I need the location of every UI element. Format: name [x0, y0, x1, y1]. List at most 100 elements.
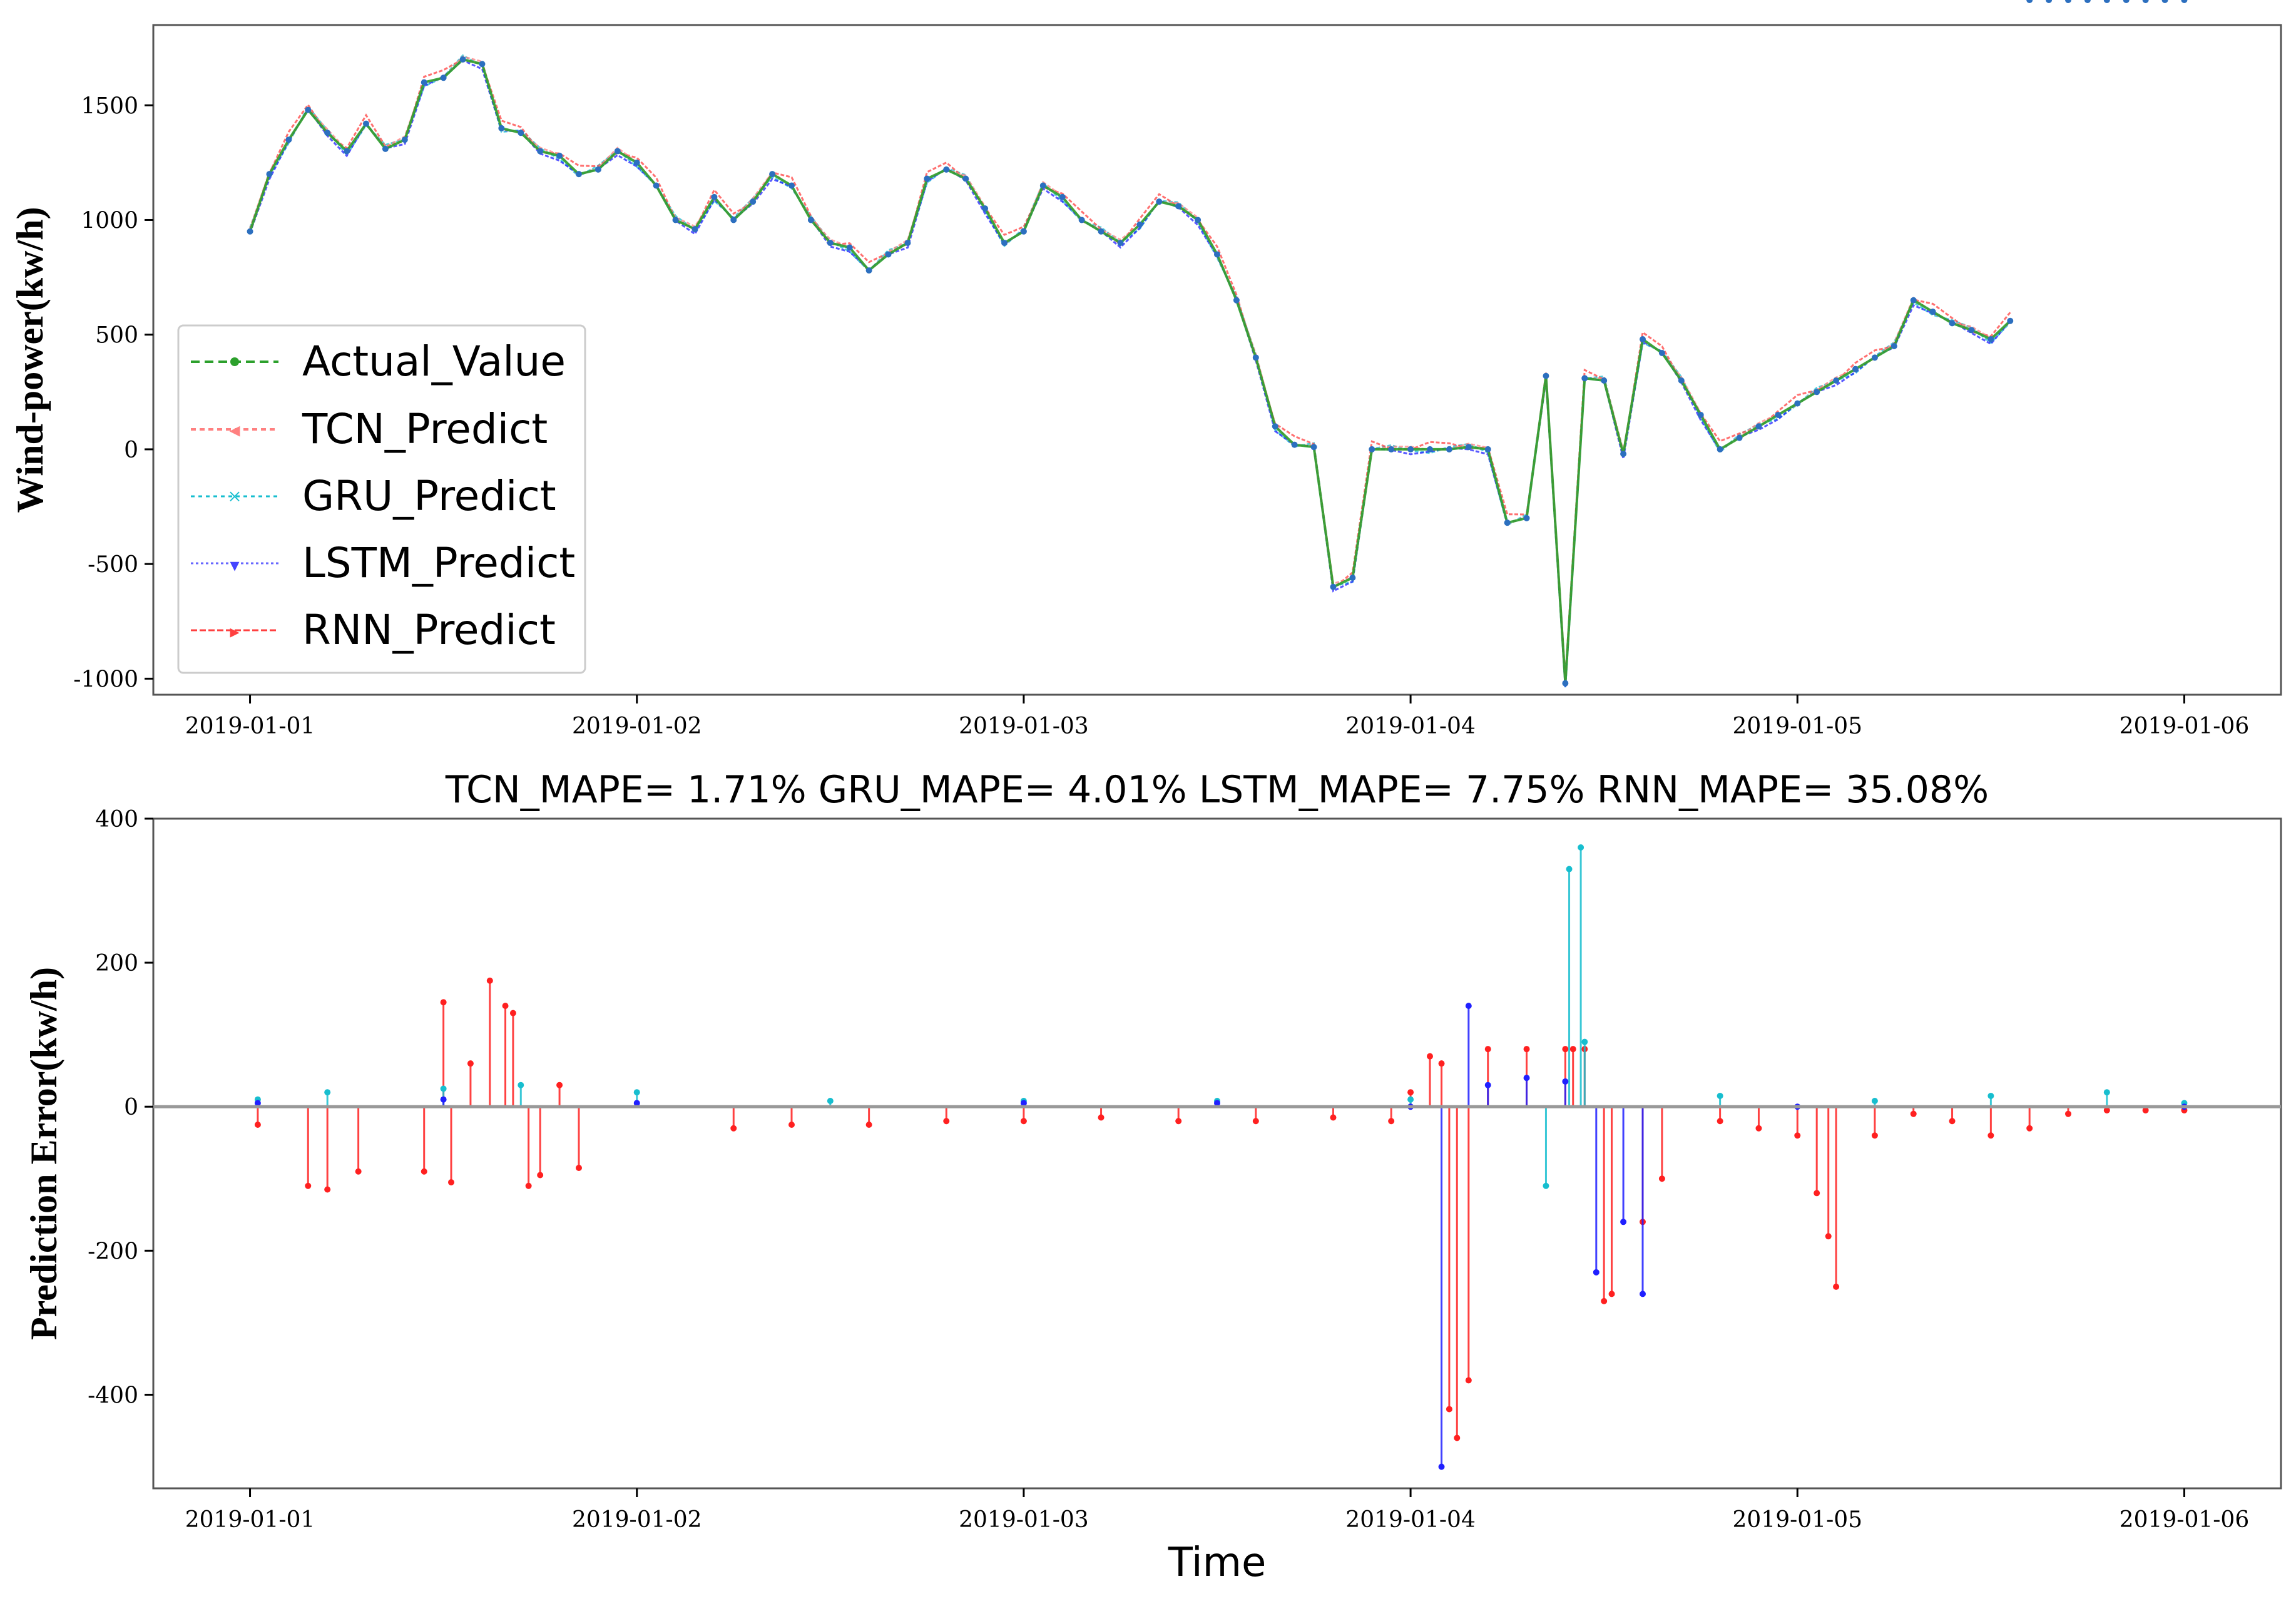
actual-point [1852, 366, 1859, 372]
top-series-lines [247, 0, 2188, 688]
error-point-rnn-error [421, 1168, 427, 1175]
legend-item-gru: × GRU_Predict [191, 472, 556, 520]
actual-point [594, 166, 601, 173]
bottom-ytick-label: -200 [88, 1239, 138, 1264]
error-point-rnn-error [1020, 1118, 1027, 1125]
actual-point [1388, 446, 1395, 453]
error-point-rnn-error [556, 1082, 563, 1088]
actual-point [1175, 203, 1182, 210]
actual-point [1910, 297, 1917, 304]
error-point-gru-error [1581, 1038, 1588, 1045]
top-xtick-label: 2019-01-06 [2120, 714, 2250, 739]
x-axis-title: Time [1168, 1540, 1267, 1586]
series-line-actual-value [248, 58, 2011, 683]
error-point-rnn-error [1454, 1435, 1461, 1441]
error-point-lstm-error [254, 1100, 261, 1107]
actual-point [285, 136, 292, 143]
actual-point [1059, 193, 1066, 200]
actual-point [1484, 446, 1491, 453]
top-axes-frame [152, 24, 2282, 696]
error-point-lstm-error [1640, 1291, 1646, 1297]
legend-item-rnn: ▸ RNN_Predict [191, 606, 556, 654]
actual-point [247, 228, 253, 235]
actual-point [633, 159, 640, 166]
actual-point [1717, 446, 1723, 453]
error-point-rnn-error [1388, 1118, 1395, 1125]
actual-point [1291, 441, 1298, 448]
error-point-rnn-error [467, 1060, 474, 1067]
actual-point [1504, 519, 1511, 526]
error-point-rnn-error [254, 1121, 261, 1128]
error-point-lstm-error [440, 1096, 447, 1103]
error-point-lstm-error [1620, 1219, 1627, 1225]
bottom-xtick-label: 2019-01-02 [572, 1507, 702, 1533]
actual-point [2065, 0, 2071, 3]
error-point-rnn-error [1949, 1118, 1956, 1125]
actual-point [788, 182, 795, 189]
actual-point [2142, 0, 2149, 3]
error-point-rnn-error [537, 1172, 544, 1179]
actual-point [962, 175, 969, 182]
error-point-lstm-error [1020, 1100, 1027, 1107]
actual-point [807, 217, 814, 223]
actual-point [1640, 336, 1646, 343]
error-point-rnn-error [1825, 1233, 1832, 1240]
error-point-gru-error [1871, 1098, 1878, 1105]
actual-point [363, 120, 369, 127]
actual-point [1697, 411, 1704, 418]
error-point-rnn-error [1608, 1291, 1615, 1297]
actual-point [672, 217, 679, 223]
top-ytick-label: 500 [95, 323, 138, 349]
legend-marker-tcn: ◂ [229, 419, 240, 442]
error-point-lstm-error [1523, 1075, 1530, 1082]
bottom-error-stems [254, 844, 2188, 1470]
bottom-xtick-label: 2019-01-04 [1345, 1507, 1476, 1533]
actual-point [1465, 444, 1472, 451]
error-point-rnn-error [1175, 1118, 1182, 1125]
error-point-lstm-error [1484, 1082, 1491, 1088]
legend-marker-gru: × [228, 484, 241, 510]
bottom-xtick-label: 2019-01-05 [1732, 1507, 1862, 1533]
error-point-rnn-error [305, 1182, 312, 1189]
error-point-rnn-error [525, 1182, 532, 1189]
actual-point [1775, 411, 1782, 418]
series-line-lstm-predict [249, 59, 2011, 688]
legend-label-actual: Actual_Value [302, 337, 566, 386]
actual-point [1446, 446, 1452, 453]
actual-point [1929, 309, 1936, 315]
actual-point [614, 148, 621, 155]
error-point-rnn-error [355, 1168, 362, 1175]
actual-point [1968, 327, 1975, 334]
actual-point [1252, 354, 1259, 361]
actual-point [769, 171, 776, 178]
actual-point [1233, 297, 1240, 304]
bottom-ytick-label: 400 [95, 807, 138, 832]
actual-point [1078, 217, 1085, 223]
actual-point [653, 182, 660, 189]
error-point-gru-error [1578, 844, 1584, 851]
actual-point [1833, 377, 1840, 384]
actual-point [1039, 182, 1046, 189]
error-point-rnn-error [502, 1003, 509, 1010]
bottom-xtick-label: 2019-01-03 [959, 1507, 1089, 1533]
error-point-gru-error [440, 1085, 447, 1092]
error-point-rnn-error [2103, 1107, 2110, 1113]
actual-point [1020, 228, 1027, 235]
actual-point [730, 217, 737, 223]
actual-point [1890, 343, 1897, 350]
bottom-x-ticks: 2019-01-01 2019-01-02 2019-01-03 2019-01-04… [185, 1488, 2249, 1533]
error-point-rnn-error [865, 1121, 872, 1128]
error-point-rnn-error [1523, 1046, 1530, 1053]
bottom-ytick-label: 0 [124, 1095, 138, 1120]
actual-point [382, 145, 389, 152]
legend-label-gru: GRU_Predict [302, 472, 556, 520]
error-point-gru-error [1566, 866, 1573, 872]
error-point-gru-error [2103, 1089, 2110, 1096]
error-point-lstm-error [633, 1100, 640, 1107]
error-point-rnn-error [440, 999, 447, 1006]
error-point-rnn-error [1465, 1377, 1472, 1384]
legend-marker-actual [230, 357, 239, 366]
actual-point [2007, 317, 2014, 324]
